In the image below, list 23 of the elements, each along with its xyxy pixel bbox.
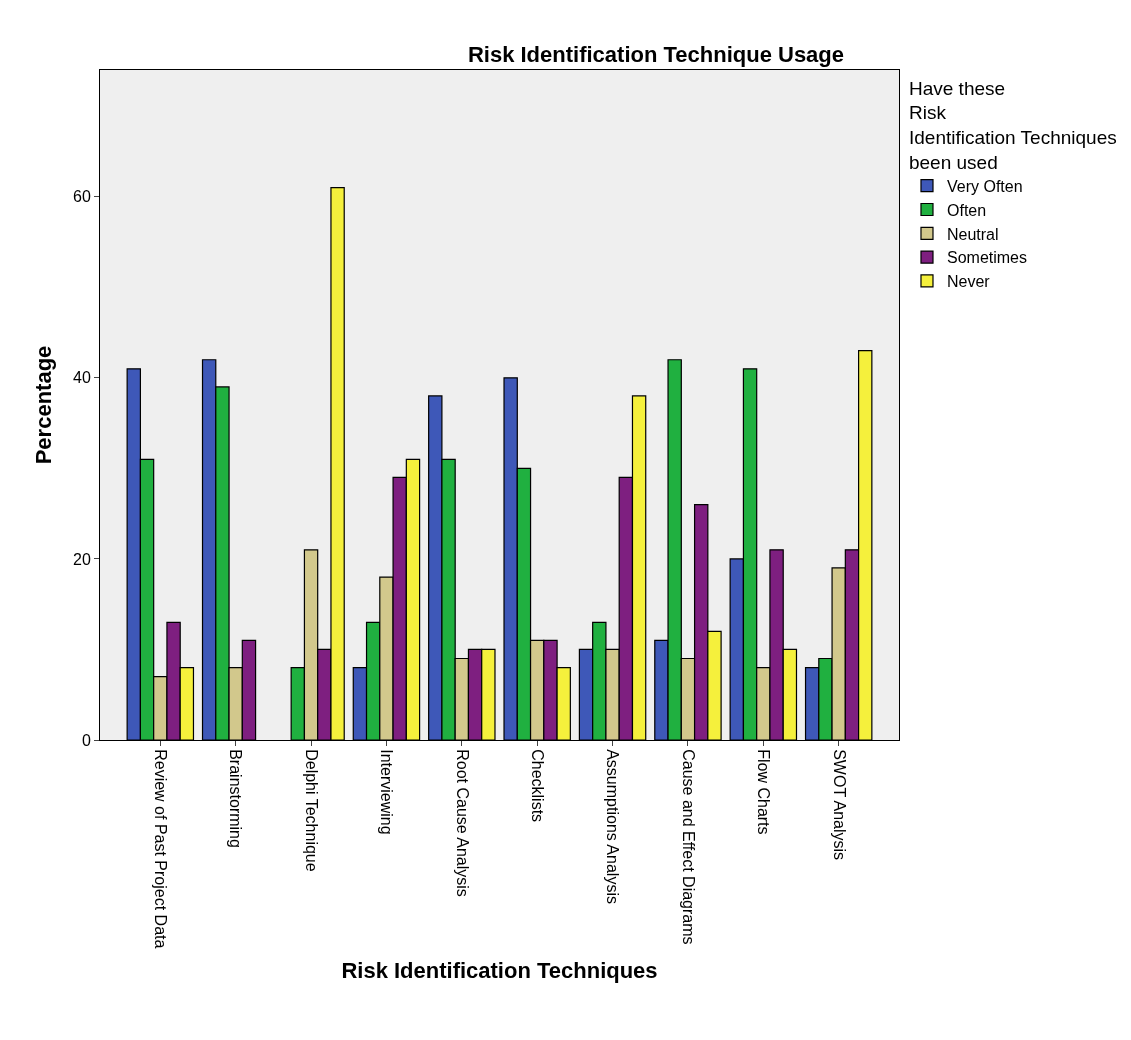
x-tick-label: Assumptions Analysis bbox=[604, 749, 622, 904]
chart-title: Risk Identification Technique Usage bbox=[467, 42, 845, 68]
legend-label: Never bbox=[946, 273, 991, 291]
x-tick-label: Cause and Effect Diagrams bbox=[679, 749, 697, 945]
x-tick-label: Flow Charts bbox=[755, 749, 773, 835]
y-tick-label: 40 bbox=[73, 369, 91, 387]
x-tick-label: Checklists bbox=[528, 749, 546, 823]
legend-label: Neutral bbox=[946, 225, 999, 243]
x-tick-label: SWOT Analysis bbox=[830, 749, 848, 861]
y-tick-label: 60 bbox=[73, 188, 91, 206]
x-tick-label: Brainstorming bbox=[227, 749, 245, 848]
legend-label: Often bbox=[946, 201, 987, 219]
y-tick-label: 20 bbox=[73, 550, 91, 568]
legend-title: Have these Risk Identification Techniques been used bbox=[908, 77, 1117, 173]
x-tick-label: Root Cause Analysis bbox=[453, 749, 471, 897]
y-axis-title: Percentage bbox=[30, 345, 56, 465]
y-tick-label: 0 bbox=[81, 731, 91, 749]
x-tick-label: Interviewing bbox=[378, 749, 396, 835]
x-tick-label: Review of Past Project Data bbox=[152, 749, 170, 949]
legend-label: Sometimes bbox=[946, 249, 1028, 267]
x-tick-label: Delphi Technique bbox=[302, 749, 320, 872]
legend-label: Very Often bbox=[946, 177, 1023, 195]
x-axis-title: Risk Identification Techniques bbox=[341, 958, 658, 984]
